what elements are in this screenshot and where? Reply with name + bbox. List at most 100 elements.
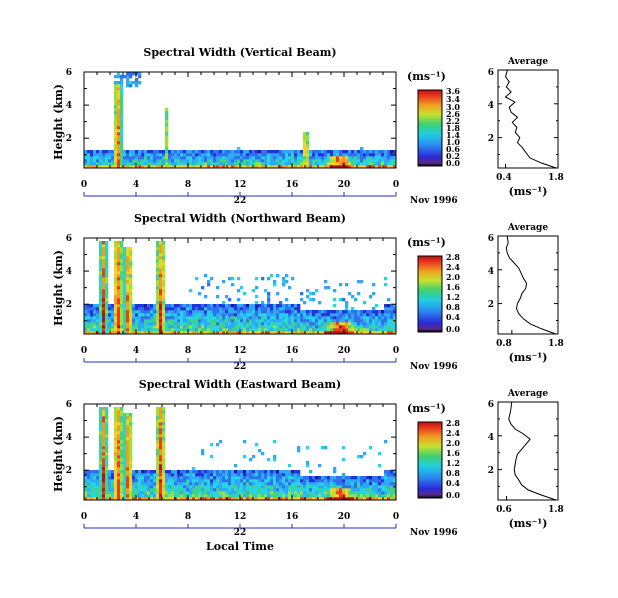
heatmap-cell [390,310,394,314]
heatmap-cell [246,313,250,317]
heatmap-cell [390,165,394,168]
x-tick-label-16: 16 [286,346,299,356]
heatmap-cell [321,153,325,157]
heatmap-cell [123,443,127,447]
heatmap-cell [120,159,124,163]
heatmap-cell [168,479,172,483]
heatmap-cell [264,488,268,492]
heatmap-cell [165,123,169,127]
heatmap-cell [213,331,217,334]
heatmap-cell [393,159,396,163]
heatmap-cell [126,416,130,420]
heatmap-cell [219,165,223,168]
heatmap-cell [129,322,133,326]
heatmap-cell [288,479,292,483]
heatmap-cell [198,150,202,154]
heatmap-cell [99,165,103,168]
heatmap-cell [273,470,277,474]
heatmap-cell [291,473,295,477]
heatmap-cell [357,494,361,498]
heatmap-cell [165,488,169,492]
heatmap-cell [117,271,121,275]
heatmap-cell [246,156,250,160]
heatmap-cell [102,244,106,248]
heatmap-cell [153,482,157,486]
heatmap-cell [156,446,160,450]
heatmap-cell [339,491,343,495]
heatmap-cell [267,479,271,483]
heatmap-cell [231,319,235,323]
heatmap-cell [114,96,118,100]
heatmap-cell [288,153,292,157]
heatmap-cell [87,150,91,154]
heatmap-cell [150,313,154,317]
heatmap-cell [96,153,100,157]
heatmap-cell [231,283,235,287]
heatmap-cell [252,494,256,498]
heatmap-cell [291,277,295,281]
heatmap-cell [105,410,109,414]
heatmap-cell [159,307,163,311]
heatmap-cell [156,265,160,269]
heatmap-cell [390,313,394,317]
heatmap-cell [129,419,133,423]
heatmap-cell [99,416,103,420]
heatmap-cell [378,316,382,320]
heatmap-cell [297,313,301,317]
y-ticks [84,237,396,322]
heatmap-cell [309,159,313,163]
heatmap-cell [99,488,103,492]
heatmap-cell [252,319,256,323]
heatmap-cell [99,494,103,498]
heatmap-cell [90,310,94,314]
heatmap-cell [273,485,277,489]
x-tick-label-8: 8 [185,346,191,356]
heatmap-cell [243,304,247,308]
heatmap-cell [210,479,214,483]
heatmap-cell [99,304,103,308]
heatmap-cell [150,479,154,483]
heatmap-cell [120,84,124,88]
heatmap-cell [180,331,184,334]
heatmap-cell [165,147,169,151]
heatmap-cell [264,159,268,163]
heatmap-cell [177,494,181,498]
heatmap-cell [333,331,337,334]
heatmap-cell [162,467,166,471]
heatmap-cell [156,410,160,414]
heatmap-cell [321,310,325,314]
heatmap-cell [99,259,103,263]
heatmap-cell [114,416,118,420]
heatmap-cell [177,479,181,483]
heatmap-cell [192,322,196,326]
heatmap-cell [375,162,379,166]
heatmap-cell [99,455,103,459]
heatmap-cell [273,304,277,308]
heatmap-cell [162,473,166,477]
heatmap-cell [117,165,121,168]
heatmap-cell [369,313,373,317]
heatmap-cell [156,304,160,308]
heatmap-cell [159,407,163,411]
heatmap-cell [348,494,352,498]
heatmap-cell [141,156,145,160]
heatmap-cell [123,156,127,160]
heatmap-cell [354,162,358,166]
heatmap-cell [339,153,343,157]
heatmap-cell [285,150,289,154]
heatmap-cell [393,488,396,492]
heatmap-cell [150,482,154,486]
heatmap-cell [303,147,307,151]
heatmap-cell [201,322,205,326]
heatmap-cell [138,473,142,477]
heatmap-cell [120,111,124,115]
heatmap-cell [228,159,232,163]
heatmap-cell [351,488,355,492]
heatmap-cell [162,482,166,486]
heatmap-cell [195,316,199,320]
heatmap-cell [246,150,250,154]
heatmap-cell [315,319,319,323]
heatmap-cell [300,162,304,166]
heatmap-cell [96,473,100,477]
heatmap-cell [126,413,130,417]
